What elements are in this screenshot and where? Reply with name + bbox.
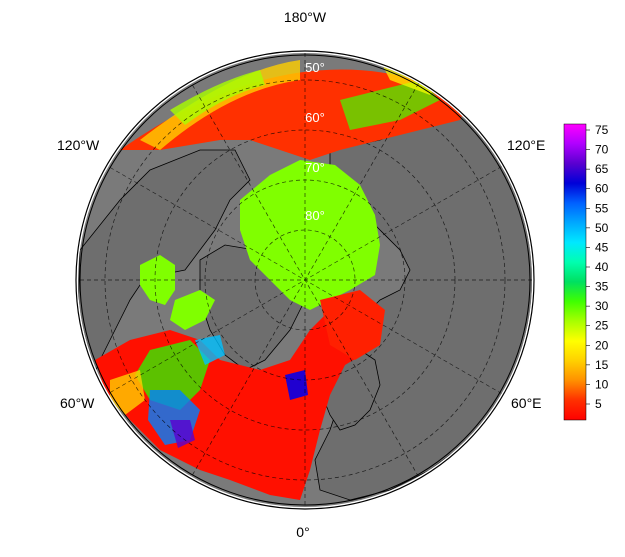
colorbar-tick-label: 65 (595, 162, 609, 176)
atlantic-band-purple (170, 420, 195, 448)
pacific-band-green (170, 70, 265, 125)
colorbar-gradient (563, 123, 587, 421)
lon-label-lower-left: 60°W (60, 395, 95, 411)
atlantic-band-yellow (110, 370, 145, 415)
colorbar-tick-label: 30 (595, 299, 609, 313)
map-disc (75, 50, 535, 510)
colorbar-tick-label: 5 (595, 397, 602, 411)
colorbar-tick-label: 75 (595, 123, 609, 137)
colorbar-tick-label: 60 (595, 182, 609, 196)
colorbar-tick-label: 40 (595, 260, 609, 274)
lon-label-lower-right: 60°E (511, 395, 542, 411)
lon-label-upper-left: 120°W (57, 137, 100, 153)
colorbar-tick-labels: 75 70 65 60 55 50 45 40 35 30 25 20 15 10 5 (586, 123, 609, 411)
colorbar-tick-label: 15 (595, 358, 609, 372)
latitude-label: 50° (305, 60, 325, 75)
barents-field (320, 290, 385, 360)
meridian-line (191, 83, 419, 477)
greenland-sea-purple (285, 370, 308, 400)
lon-label-top: 180°W (284, 9, 327, 25)
data-field (95, 60, 470, 500)
colorbar-tick-label: 10 (595, 377, 609, 391)
lon-label-upper-right: 120°E (507, 137, 545, 153)
labrador-band-cyan (195, 335, 225, 365)
colorbar-tick-label: 35 (595, 280, 609, 294)
latitude-label: 60° (305, 110, 325, 125)
latitude-circle (104, 79, 506, 481)
colorbar-tick-label: 50 (595, 221, 609, 235)
arctic-ocean-field (240, 160, 380, 310)
latitude-labels: 50° 60° 70° 80° (305, 60, 325, 223)
graticule (78, 53, 532, 507)
colorbar-tick-label: 45 (595, 240, 609, 254)
longitude-labels: 180°W 120°W 120°E 60°W 60°E 0° (57, 9, 545, 540)
colorbar-tick-label: 70 (595, 143, 609, 157)
latitude-label: 80° (305, 208, 325, 223)
map-border-outer (75, 50, 535, 510)
lon-label-bottom: 0° (296, 524, 309, 540)
latitude-label: 70° (305, 160, 325, 175)
map-border-inner (79, 54, 531, 506)
baffin-field (170, 290, 215, 330)
colorbar-tick-label: 20 (595, 338, 609, 352)
colorbar: 75 70 65 60 55 50 45 40 35 30 25 20 15 10 5 (563, 123, 609, 421)
colorbar-tick-label: 55 (595, 201, 609, 215)
pacific-band-green-right (340, 80, 440, 130)
colorbar-tick-label: 25 (595, 319, 609, 333)
